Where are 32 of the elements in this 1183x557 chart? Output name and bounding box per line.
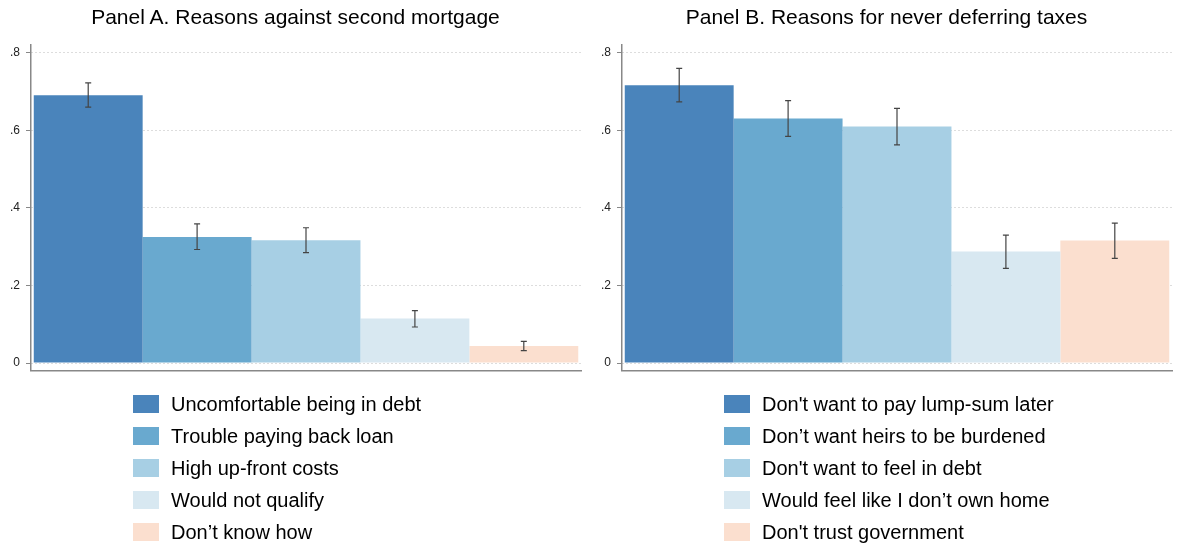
bar xyxy=(733,118,843,363)
bar xyxy=(1060,240,1170,363)
bar xyxy=(951,251,1061,363)
legend-label: Don't want to pay lump-sum later xyxy=(762,392,1054,416)
legend-label: Don't trust government xyxy=(762,520,964,544)
legend-label: Would feel like I don’t own home xyxy=(762,488,1050,512)
y-tick-label: .4 xyxy=(9,200,21,215)
chart-title: Panel A. Reasons against second mortgage xyxy=(90,4,501,30)
legend-label: Would not qualify xyxy=(171,488,325,512)
legend-label: Don't want to feel in debt xyxy=(762,456,982,480)
legend-label: Don’t want heirs to be burdened xyxy=(762,424,1046,448)
bar xyxy=(624,85,734,363)
y-tick-label: .8 xyxy=(600,45,612,60)
bar xyxy=(33,95,143,363)
y-tick-label: .4 xyxy=(600,200,612,215)
y-tick-label: 0 xyxy=(13,355,21,370)
y-tick-label: .2 xyxy=(9,277,21,292)
y-tick-label: 0 xyxy=(604,355,612,370)
bar xyxy=(360,318,470,363)
y-tick-label: .6 xyxy=(600,122,612,137)
legend-label: High up-front costs xyxy=(171,456,339,480)
bar xyxy=(142,237,252,363)
y-tick-label: .6 xyxy=(9,122,21,137)
legend-label: Don’t know how xyxy=(171,520,313,544)
bar xyxy=(842,126,952,363)
y-tick-label: .2 xyxy=(600,277,612,292)
bar xyxy=(469,345,579,363)
bar xyxy=(251,240,361,363)
y-tick-label: .8 xyxy=(9,45,21,60)
legend-label: Uncomfortable being in debt xyxy=(171,392,422,416)
legend-label: Trouble paying back loan xyxy=(171,424,394,448)
chart-title: Panel B. Reasons for never deferring taxes xyxy=(684,4,1089,30)
